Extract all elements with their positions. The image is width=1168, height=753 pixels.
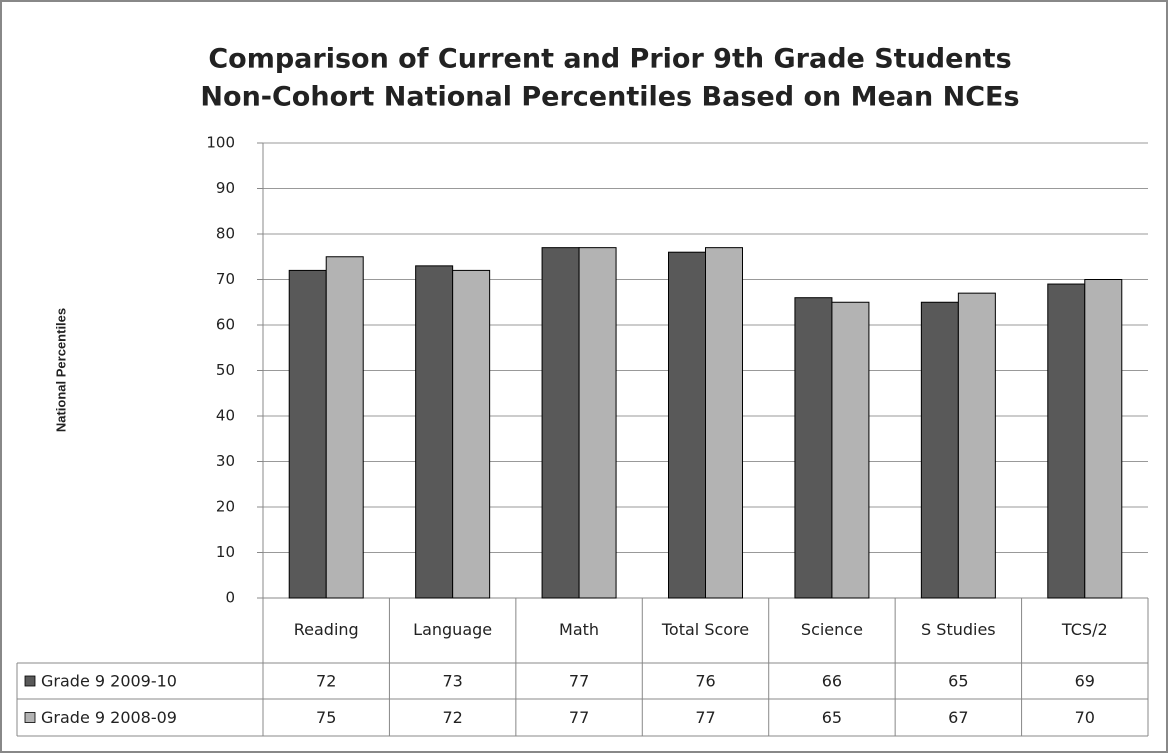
table-value: 66: [822, 672, 842, 691]
bar: [325, 256, 364, 599]
table-value: 67: [948, 708, 968, 727]
table-value: 72: [316, 672, 336, 691]
bar: [1047, 283, 1086, 599]
y-tick-label: 20: [216, 498, 235, 516]
bar: [1084, 279, 1123, 599]
y-tick-label: 30: [216, 452, 235, 470]
y-axis-label: National Percentiles: [53, 308, 68, 432]
table-value: 72: [442, 708, 462, 727]
legend-swatch: [24, 675, 36, 687]
x-tick-label: Total Score: [661, 620, 749, 639]
x-tick-label: S Studies: [921, 620, 996, 639]
bar: [705, 247, 743, 599]
chart-title: Comparison of Current and Prior 9th Grad…: [208, 44, 1011, 75]
table-value: 65: [948, 672, 968, 691]
y-tick-label: 40: [216, 407, 235, 425]
x-tick-label: Reading: [294, 620, 359, 639]
bar: [541, 247, 580, 599]
legend-label: Grade 9 2009-10: [41, 672, 177, 691]
y-tick-label: 90: [216, 179, 235, 197]
chart-title: Non-Cohort National Percentiles Based on…: [200, 82, 1019, 113]
table-value: 77: [695, 708, 715, 727]
table-value: 75: [316, 708, 336, 727]
bar: [957, 292, 996, 599]
table-value: 73: [442, 672, 462, 691]
y-tick-label: 60: [216, 316, 235, 334]
y-tick-label: 80: [216, 225, 235, 243]
y-tick-label: 70: [216, 270, 235, 288]
bar: [794, 297, 833, 599]
table-value: 76: [695, 672, 715, 691]
bar: [288, 269, 327, 599]
table-value: 77: [569, 708, 589, 727]
y-tick-label: 10: [216, 543, 235, 561]
legend-label: Grade 9 2008-09: [41, 708, 177, 727]
table-value: 70: [1075, 708, 1095, 727]
bar: [831, 301, 870, 599]
table-value: 69: [1075, 672, 1095, 691]
y-tick-label: 0: [225, 589, 235, 607]
x-tick-label: Math: [559, 620, 599, 639]
bar: [452, 269, 491, 599]
bar: [668, 251, 706, 599]
x-tick-label: TCS/2: [1061, 620, 1108, 639]
table-value: 65: [822, 708, 842, 727]
bar: [415, 265, 454, 599]
y-tick-label: 100: [206, 134, 235, 152]
legend-swatch: [24, 712, 36, 723]
bar: [920, 301, 959, 599]
x-tick-label: Science: [801, 620, 863, 639]
y-tick-label: 50: [216, 361, 235, 379]
table-value: 77: [569, 672, 589, 691]
x-tick-label: Language: [413, 620, 492, 639]
bar: [578, 247, 617, 599]
